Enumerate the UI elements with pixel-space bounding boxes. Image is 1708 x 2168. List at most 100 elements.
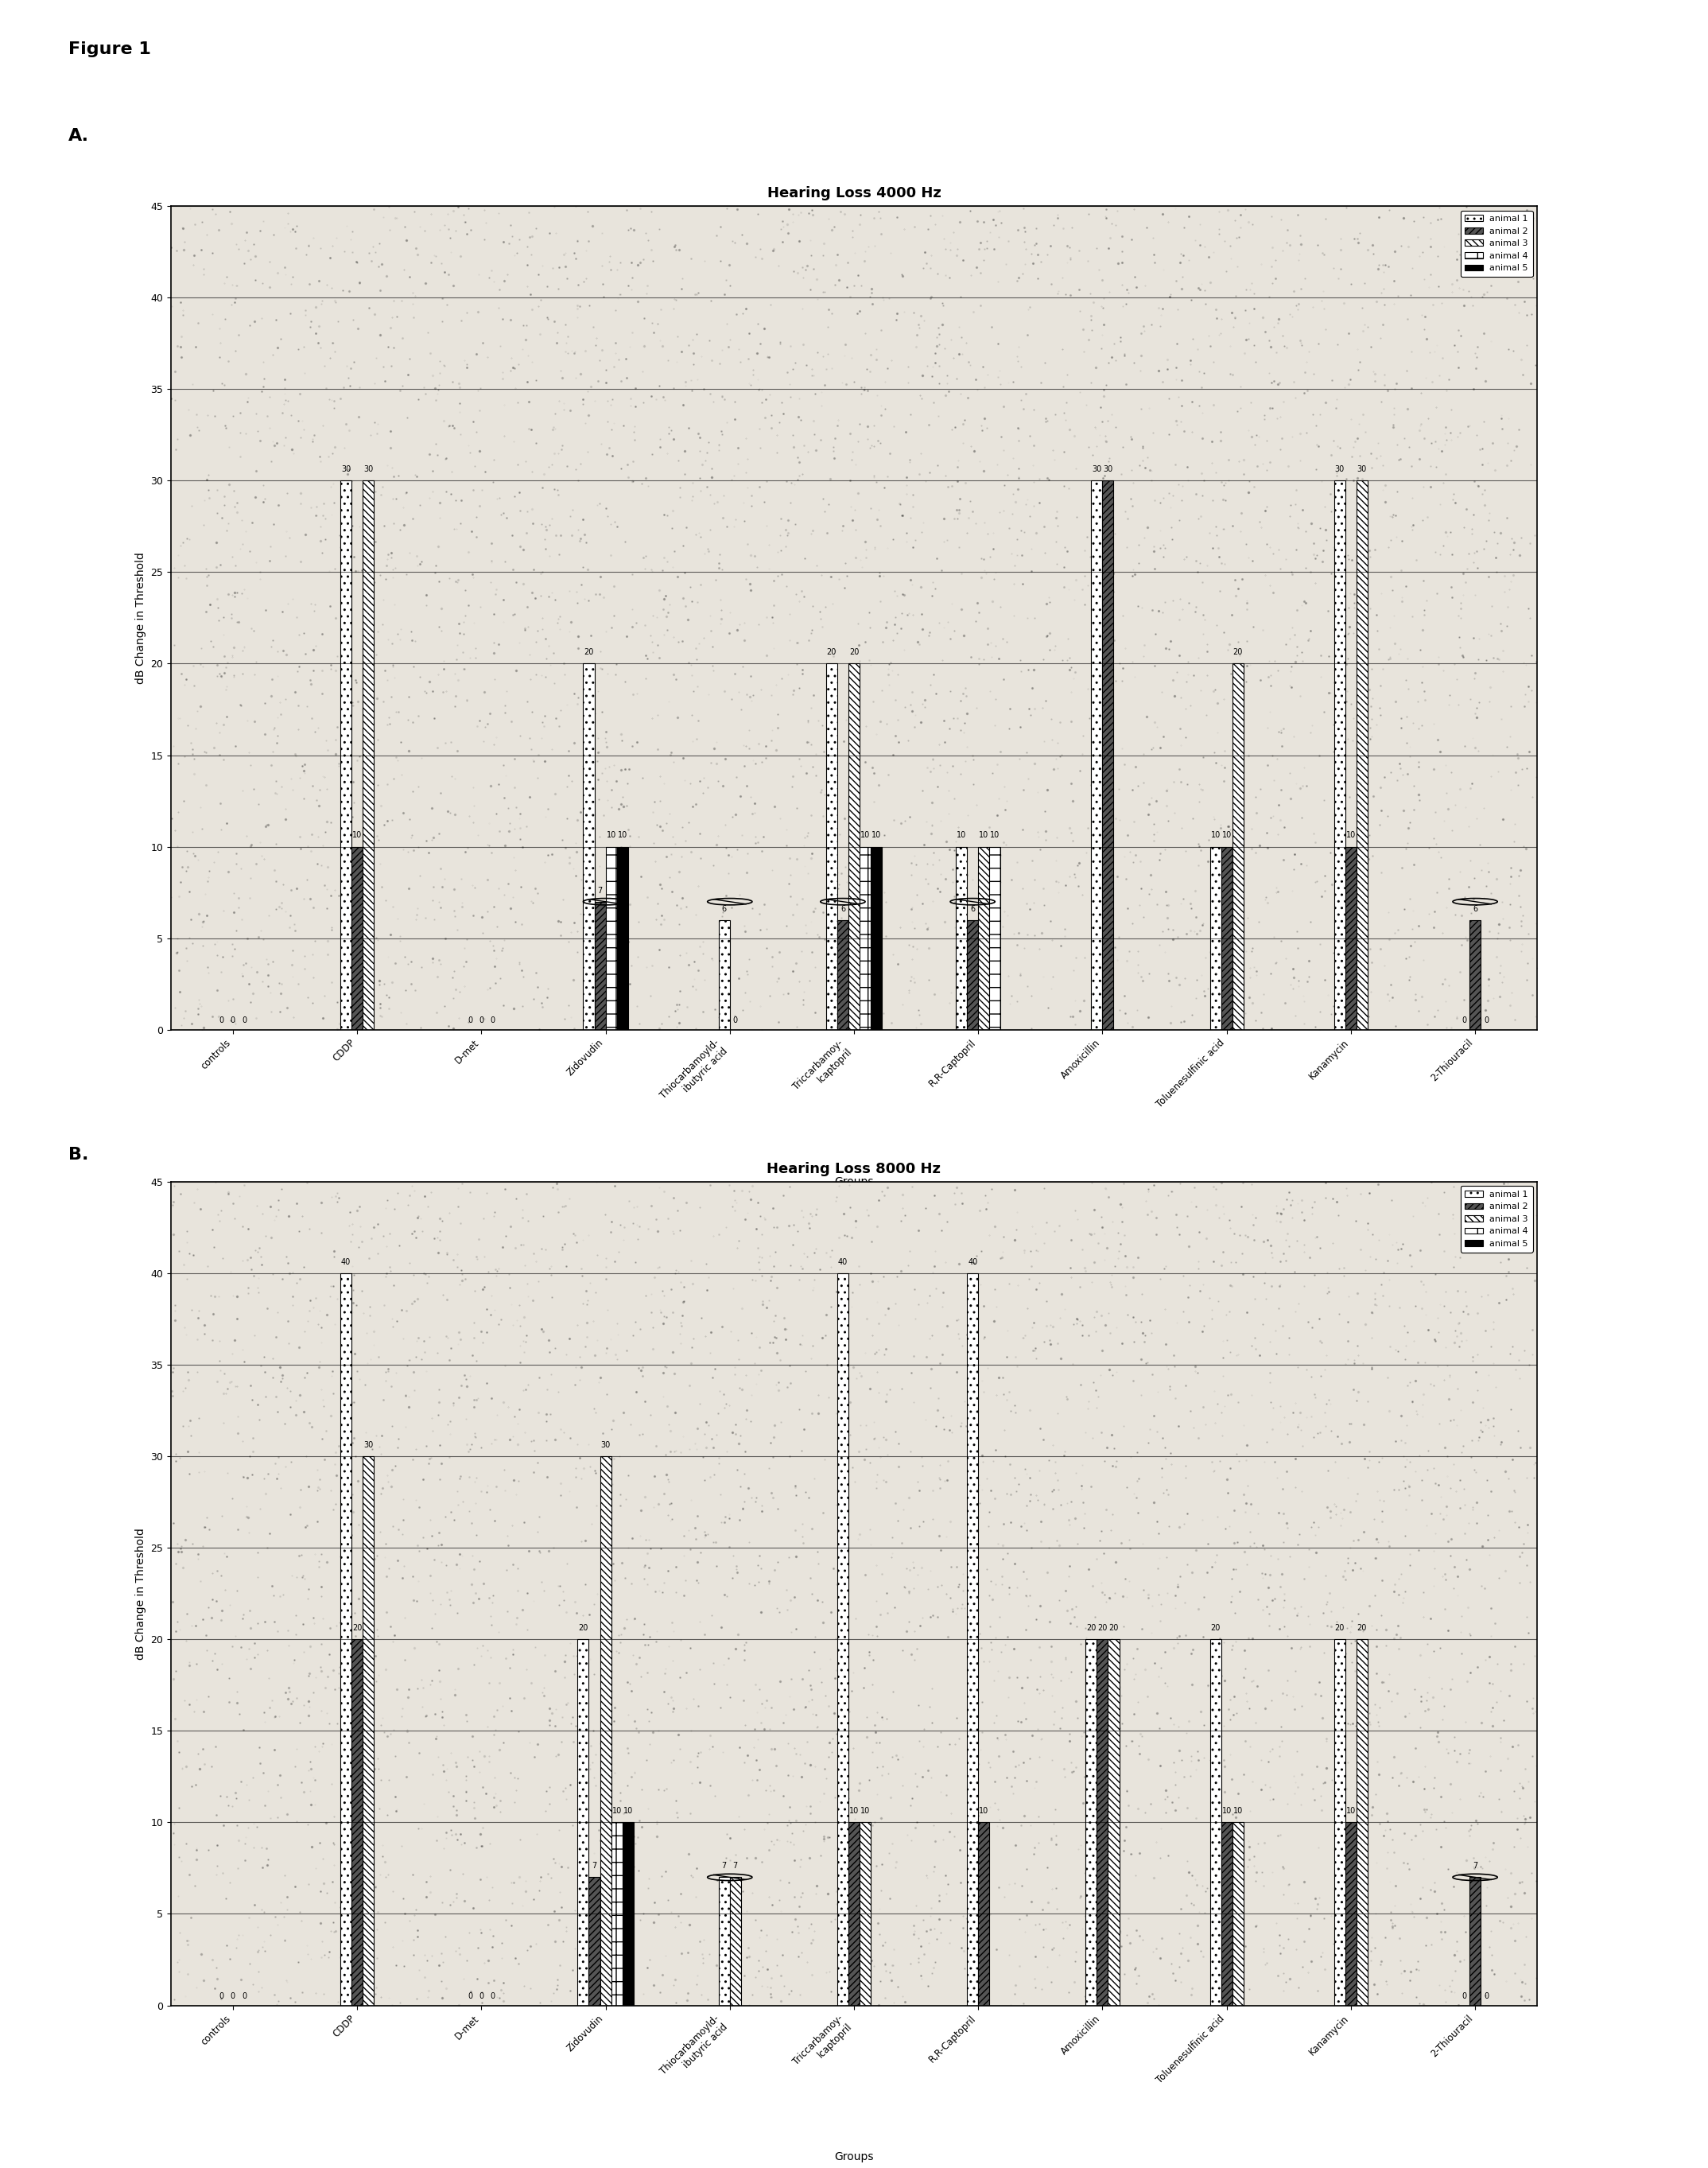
Text: 10: 10: [1221, 833, 1231, 839]
Y-axis label: dB Change in Threshold: dB Change in Threshold: [135, 1528, 145, 1659]
Text: 30: 30: [1091, 466, 1102, 473]
Text: 40: 40: [342, 1257, 350, 1266]
Bar: [1334, 481, 1346, 1030]
Bar: [1108, 1639, 1119, 2005]
Y-axis label: dB Change in Threshold: dB Change in Threshold: [135, 553, 145, 683]
X-axis label: Groups: Groups: [834, 2151, 874, 2164]
Text: 10: 10: [1233, 1808, 1243, 1815]
Bar: [1356, 1639, 1368, 2005]
Bar: [362, 481, 374, 1030]
Text: 0: 0: [241, 1017, 246, 1023]
Text: Figure 1: Figure 1: [68, 41, 150, 56]
Bar: [1346, 848, 1356, 1030]
Bar: [594, 902, 606, 1030]
Bar: [1469, 1877, 1481, 2005]
Text: 7: 7: [593, 1862, 596, 1871]
Text: 0: 0: [1484, 1017, 1489, 1023]
Legend: animal 1, animal 2, animal 3, animal 4, animal 5: animal 1, animal 2, animal 3, animal 4, …: [1460, 210, 1532, 278]
Bar: [1334, 1639, 1346, 2005]
Bar: [582, 663, 594, 1030]
Text: 6: 6: [722, 904, 726, 913]
Text: 10: 10: [956, 833, 967, 839]
Text: 20: 20: [827, 648, 837, 657]
Text: 10: 10: [1346, 833, 1356, 839]
Text: 6: 6: [970, 904, 975, 913]
Bar: [859, 848, 871, 1030]
Text: 0: 0: [468, 1017, 473, 1023]
Bar: [1221, 848, 1231, 1030]
Text: 30: 30: [1358, 466, 1366, 473]
Text: 0: 0: [241, 1992, 246, 1999]
Legend: animal 1, animal 2, animal 3, animal 4, animal 5: animal 1, animal 2, animal 3, animal 4, …: [1460, 1186, 1532, 1253]
Bar: [859, 1823, 871, 2005]
Bar: [729, 1877, 741, 2005]
Text: 30: 30: [364, 1442, 372, 1448]
Text: 40: 40: [839, 1257, 847, 1266]
Bar: [1091, 481, 1102, 1030]
Text: 20: 20: [1211, 1624, 1221, 1633]
Bar: [340, 1273, 352, 2005]
Bar: [849, 1823, 859, 2005]
Text: 20: 20: [1358, 1624, 1366, 1633]
Bar: [979, 848, 989, 1030]
Text: 30: 30: [364, 466, 372, 473]
Bar: [352, 1639, 362, 2005]
X-axis label: Groups: Groups: [834, 1175, 874, 1188]
Text: 0: 0: [1462, 1992, 1467, 1999]
Bar: [1356, 481, 1368, 1030]
Text: 30: 30: [342, 466, 350, 473]
Text: 10: 10: [618, 833, 627, 839]
Bar: [979, 1823, 989, 2005]
Text: 20: 20: [1086, 1624, 1097, 1633]
Text: 6: 6: [1472, 904, 1477, 913]
Bar: [827, 663, 837, 1030]
Bar: [1097, 1639, 1108, 2005]
Bar: [1209, 848, 1221, 1030]
Text: 20: 20: [584, 648, 594, 657]
Text: 20: 20: [579, 1624, 588, 1633]
Bar: [837, 919, 849, 1030]
Text: 10: 10: [979, 1808, 989, 1815]
Bar: [719, 919, 729, 1030]
Bar: [1221, 1823, 1231, 2005]
Bar: [617, 848, 629, 1030]
Bar: [577, 1639, 589, 2005]
Text: 10: 10: [861, 833, 869, 839]
Text: 10: 10: [1346, 1808, 1356, 1815]
Text: 0: 0: [468, 1992, 473, 1999]
Bar: [719, 1877, 729, 2005]
Text: 10: 10: [611, 1808, 622, 1815]
Bar: [622, 1823, 634, 2005]
Bar: [1346, 1823, 1356, 2005]
Bar: [1469, 919, 1481, 1030]
Text: 0: 0: [219, 1992, 224, 1999]
Title: Hearing Loss 8000 Hz: Hearing Loss 8000 Hz: [767, 1162, 941, 1175]
Text: 20: 20: [1098, 1624, 1107, 1633]
Text: 0: 0: [478, 1017, 483, 1023]
Text: B.: B.: [68, 1147, 89, 1162]
Text: 10: 10: [861, 1808, 869, 1815]
Text: 0: 0: [219, 1017, 224, 1023]
Bar: [589, 1877, 600, 2005]
Text: 10: 10: [979, 833, 989, 839]
Bar: [606, 848, 617, 1030]
Bar: [352, 848, 362, 1030]
Bar: [956, 848, 967, 1030]
Bar: [1209, 1639, 1221, 2005]
Text: 10: 10: [352, 833, 362, 839]
Bar: [871, 848, 881, 1030]
Text: 20: 20: [1334, 1624, 1344, 1633]
Text: 0: 0: [478, 1992, 483, 1999]
Text: 10: 10: [606, 833, 617, 839]
Text: 7: 7: [1472, 1862, 1477, 1871]
Bar: [1231, 1823, 1243, 2005]
Text: 10: 10: [871, 833, 881, 839]
Bar: [600, 1457, 611, 2005]
Bar: [1231, 663, 1243, 1030]
Bar: [989, 848, 1001, 1030]
Text: 20: 20: [352, 1624, 362, 1633]
Text: 30: 30: [601, 1442, 610, 1448]
Text: 20: 20: [1233, 648, 1243, 657]
Text: 7: 7: [733, 1862, 738, 1871]
Bar: [340, 481, 352, 1030]
